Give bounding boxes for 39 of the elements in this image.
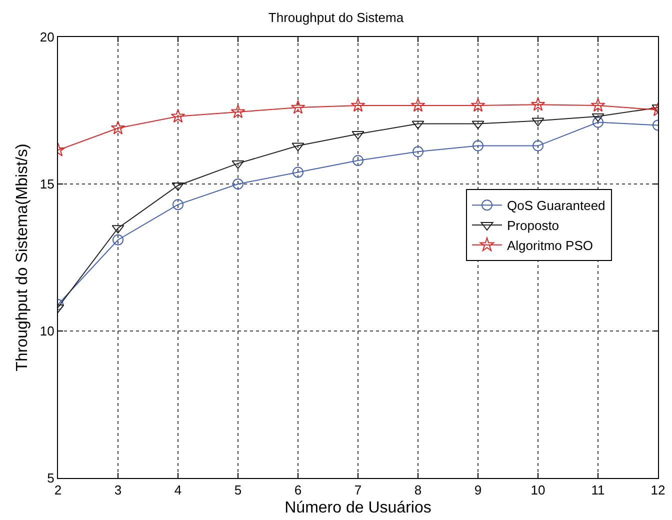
x-tick-label: 6 bbox=[294, 482, 302, 498]
point bbox=[530, 97, 546, 111]
x-axis-title: Número de Usuários bbox=[284, 499, 432, 516]
x-tick-label: 10 bbox=[530, 482, 546, 498]
x-tick-label: 7 bbox=[354, 482, 362, 498]
point bbox=[412, 146, 424, 158]
point bbox=[112, 234, 124, 246]
x-tick-label: 8 bbox=[414, 482, 422, 498]
x-tick-label: 4 bbox=[174, 482, 182, 498]
x-tick-label: 9 bbox=[474, 482, 482, 498]
point bbox=[592, 116, 604, 128]
legend-label: Proposto bbox=[507, 218, 560, 234]
point bbox=[350, 98, 366, 112]
x-tick-label: 11 bbox=[591, 482, 605, 498]
legend-label: QoS Guaranteed bbox=[507, 198, 606, 214]
x-tick-label: 3 bbox=[114, 482, 122, 498]
point bbox=[532, 140, 544, 152]
point bbox=[290, 100, 306, 114]
point bbox=[292, 166, 304, 178]
legend-label: Algoritmo PSO bbox=[507, 238, 593, 253]
y-tick-label: 10 bbox=[40, 324, 54, 339]
point bbox=[410, 98, 426, 112]
point bbox=[110, 120, 126, 134]
y-tick-label: 20 bbox=[40, 30, 54, 45]
point bbox=[472, 140, 484, 152]
point bbox=[232, 178, 244, 190]
x-tick-label: 5 bbox=[234, 482, 242, 498]
point bbox=[470, 98, 486, 112]
point bbox=[352, 154, 364, 166]
y-tick-label: 15 bbox=[40, 176, 54, 192]
point bbox=[230, 104, 246, 118]
x-tick-label: 2 bbox=[54, 482, 62, 498]
chart-title: Throughput do Sistema bbox=[268, 10, 404, 26]
y-axis-title: Throughput do Sistema(Mbist/s) bbox=[14, 144, 31, 372]
y-tick-label: 5 bbox=[47, 470, 54, 486]
point bbox=[170, 108, 186, 123]
point bbox=[590, 98, 606, 112]
x-tick-label: 12 bbox=[650, 482, 666, 498]
point bbox=[172, 199, 184, 210]
